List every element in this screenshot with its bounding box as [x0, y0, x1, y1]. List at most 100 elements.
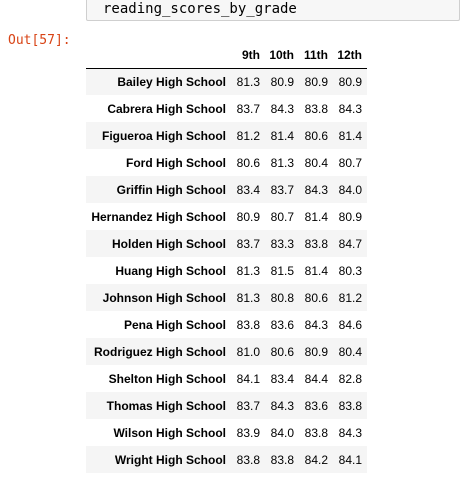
- table-cell: 84.3: [304, 317, 328, 332]
- table-row: Griffin High School 83.4 83.7 84.3 84.0: [86, 176, 367, 203]
- table-cell: 84.7: [338, 236, 362, 251]
- row-index-label: Bailey High School: [117, 74, 226, 89]
- table-row: Hernandez High School 80.9 80.7 81.4 80.9: [86, 203, 367, 230]
- table-row: Figueroa High School 81.2 81.4 80.6 81.4: [86, 122, 367, 149]
- table-cell: 81.3: [236, 74, 260, 89]
- column-header: 10th: [265, 42, 299, 69]
- table-cell: 83.7: [270, 182, 294, 197]
- table-cell: 83.7: [236, 398, 260, 413]
- table-row: Wright High School 83.8 83.8 84.2 84.1: [86, 446, 367, 473]
- table-cell: 81.0: [236, 344, 260, 359]
- output-prompt: Out[57]:: [8, 33, 71, 48]
- table-cell: 83.8: [304, 425, 328, 440]
- row-index-label: Figueroa High School: [101, 128, 226, 143]
- table-cell: 80.6: [304, 128, 328, 143]
- table-cell: 80.8: [270, 290, 294, 305]
- table-cell: 83.8: [236, 317, 260, 332]
- table-cell: 84.3: [338, 425, 362, 440]
- table-cell: 83.3: [270, 236, 294, 251]
- table-cell: 83.8: [270, 452, 294, 467]
- row-index-label: Wilson High School: [113, 425, 226, 440]
- row-index-label: Hernandez High School: [91, 209, 226, 224]
- table-cell: 80.4: [304, 155, 328, 170]
- row-index-label: Johnson High School: [102, 290, 226, 305]
- table-cell: 80.7: [338, 155, 362, 170]
- table-row: Ford High School 80.6 81.3 80.4 80.7: [86, 149, 367, 176]
- row-index-label: Wright High School: [114, 452, 226, 467]
- table-cell: 81.4: [338, 128, 362, 143]
- table-cell: 83.6: [270, 317, 294, 332]
- row-index-label: Shelton High School: [108, 371, 226, 386]
- table-row: Holden High School 83.7 83.3 83.8 84.7: [86, 230, 367, 257]
- table-cell: 81.3: [236, 290, 260, 305]
- code-input-cell[interactable]: reading_scores_by_grade: [86, 0, 460, 21]
- column-header: 11th: [299, 42, 333, 69]
- table-row: Wilson High School 83.9 84.0 83.8 84.3: [86, 419, 367, 446]
- row-index-label: Thomas High School: [106, 398, 226, 413]
- table-cell: 81.5: [270, 263, 294, 278]
- table-row: Thomas High School 83.7 84.3 83.6 83.8: [86, 392, 367, 419]
- table-row: Johnson High School 81.3 80.8 80.6 81.2: [86, 284, 367, 311]
- table-cell: 83.9: [236, 425, 260, 440]
- table-cell: 83.8: [304, 101, 328, 116]
- table-cell: 84.1: [236, 371, 260, 386]
- table-cell: 81.2: [338, 290, 362, 305]
- table-cell: 81.4: [304, 209, 328, 224]
- table-cell: 83.4: [236, 182, 260, 197]
- table-row: Huang High School 81.3 81.5 81.4 80.3: [86, 257, 367, 284]
- table-cell: 81.3: [236, 263, 260, 278]
- table-cell: 80.9: [270, 74, 294, 89]
- index-header: [86, 42, 231, 69]
- table-cell: 84.2: [304, 452, 328, 467]
- table-cell: 81.4: [270, 128, 294, 143]
- table-cell: 84.3: [270, 398, 294, 413]
- table-body: Bailey High School 81.3 80.9 80.9 80.9 Cabrer…: [86, 68, 367, 473]
- row-index-label: Holden High School: [112, 236, 226, 251]
- table-cell: 83.8: [304, 236, 328, 251]
- table-cell: 80.7: [270, 209, 294, 224]
- table-cell: 84.0: [270, 425, 294, 440]
- table-cell: 84.3: [338, 101, 362, 116]
- row-index-label: Ford High School: [126, 155, 226, 170]
- table-cell: 81.4: [304, 263, 328, 278]
- table-cell: 83.4: [270, 371, 294, 386]
- dataframe-table: 9th 10th 11th 12th Bailey High School 81.…: [86, 42, 367, 473]
- table-cell: 83.7: [236, 101, 260, 116]
- table-row: Pena High School 83.8 83.6 84.3 84.6: [86, 311, 367, 338]
- table-cell: 82.8: [338, 371, 362, 386]
- table-cell: 80.9: [304, 74, 328, 89]
- table-cell: 80.3: [338, 263, 362, 278]
- row-index-label: Rodriguez High School: [94, 344, 226, 359]
- table-cell: 80.9: [338, 74, 362, 89]
- table-cell: 80.6: [270, 344, 294, 359]
- table-cell: 81.3: [270, 155, 294, 170]
- row-index-label: Cabrera High School: [107, 101, 226, 116]
- column-header: 9th: [231, 42, 265, 69]
- column-header: 12th: [333, 42, 367, 69]
- table-cell: 83.6: [304, 398, 328, 413]
- table-cell: 83.7: [236, 236, 260, 251]
- row-index-label: Huang High School: [115, 263, 226, 278]
- table-row: Shelton High School 84.1 83.4 84.4 82.8: [86, 365, 367, 392]
- row-index-label: Pena High School: [123, 317, 226, 332]
- table-row: Rodriguez High School 81.0 80.6 80.9 80.4: [86, 338, 367, 365]
- table-cell: 84.4: [304, 371, 328, 386]
- table-cell: 80.6: [236, 155, 260, 170]
- table-cell: 84.0: [338, 182, 362, 197]
- table-cell: 80.9: [338, 209, 362, 224]
- row-index-label: Griffin High School: [116, 182, 226, 197]
- table-cell: 80.9: [304, 344, 328, 359]
- table-header-row: 9th 10th 11th 12th: [86, 42, 367, 69]
- table-cell: 84.3: [304, 182, 328, 197]
- table-cell: 80.9: [236, 209, 260, 224]
- table-cell: 80.4: [338, 344, 362, 359]
- table-cell: 84.1: [338, 452, 362, 467]
- table-cell: 81.2: [236, 128, 260, 143]
- table-cell: 83.8: [236, 452, 260, 467]
- table-row: Cabrera High School 83.7 84.3 83.8 84.3: [86, 95, 367, 122]
- code-text: reading_scores_by_grade: [103, 1, 297, 17]
- table-cell: 84.3: [270, 101, 294, 116]
- table-cell: 80.6: [304, 290, 328, 305]
- table-cell: 83.8: [338, 398, 362, 413]
- table-cell: 84.6: [338, 317, 362, 332]
